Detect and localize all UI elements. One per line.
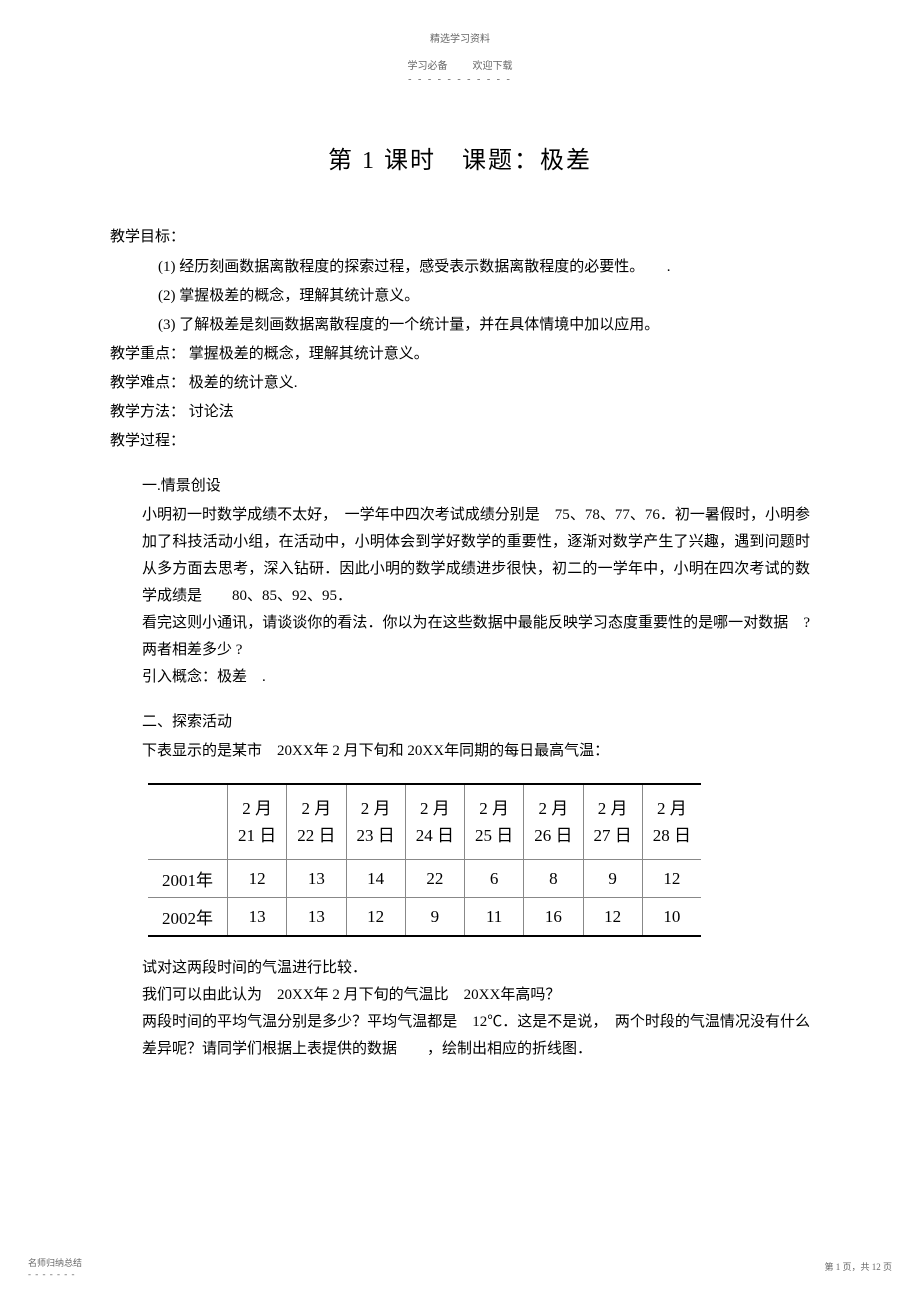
lesson-title: 第 1 课时 课题：极差 — [110, 140, 810, 175]
objective-item: (2) 掌握极差的概念，理解其统计意义。 — [110, 283, 810, 310]
objectives-heading: 教学目标： — [110, 225, 810, 246]
table-cell: 12 — [642, 860, 701, 898]
section2-p1: 试对这两段时间的气温进行比较． — [110, 955, 810, 982]
table-cell: 13 — [287, 860, 346, 898]
table-head-cell: 2 月22 日 — [287, 784, 346, 860]
section2-p3: 两段时间的平均气温分别是多少？平均气温都是 12℃．这是不是说， 两个时段的气温… — [110, 1009, 810, 1063]
key-point-label: 教学重点： — [110, 346, 185, 362]
difficult-point: 教学难点： 极差的统计意义. — [110, 370, 810, 397]
difficult-point-label: 教学难点： — [110, 375, 185, 391]
section1-heading: 一.情景创设 — [110, 473, 810, 500]
method-label: 教学方法： — [110, 404, 185, 420]
section2-p2: 我们可以由此认为 20XX年 2 月下旬的气温比 20XX年高吗？ — [110, 982, 810, 1009]
table-row: 2002年 13 13 12 9 11 16 12 10 — [148, 898, 701, 937]
table-head-cell: 2 月24 日 — [405, 784, 464, 860]
method-text: 讨论法 — [189, 404, 234, 420]
header-dash: - - - - - - - - - - - — [110, 74, 810, 85]
table-header-row: 2 月21 日 2 月22 日 2 月23 日 2 月24 日 2 月25 日 … — [148, 784, 701, 860]
table-cell: 12 — [346, 898, 405, 937]
key-point: 教学重点： 掌握极差的概念，理解其统计意义。 — [110, 341, 810, 368]
table-cell: 16 — [524, 898, 583, 937]
footer-right: 第 1 页，共 12 页 — [824, 1260, 892, 1273]
table-head-cell — [148, 784, 228, 860]
section2-heading: 二、探索活动 — [110, 709, 810, 736]
method: 教学方法： 讨论法 — [110, 399, 810, 426]
temperature-table: 2 月21 日 2 月22 日 2 月23 日 2 月24 日 2 月25 日 … — [148, 783, 810, 937]
objective-item: (3) 了解极差是刻画数据离散程度的一个统计量，并在具体情境中加以应用。 — [110, 312, 810, 339]
table-cell: 12 — [583, 898, 642, 937]
table-cell: 22 — [405, 860, 464, 898]
table-cell: 13 — [228, 898, 287, 937]
table-cell: 2001年 — [148, 860, 228, 898]
table-cell: 8 — [524, 860, 583, 898]
header-sub: 学习必备 欢迎下载 — [110, 57, 810, 72]
table-cell: 11 — [465, 898, 524, 937]
table-cell: 9 — [405, 898, 464, 937]
table-cell: 13 — [287, 898, 346, 937]
key-point-text: 掌握极差的概念，理解其统计意义。 — [189, 346, 429, 362]
objective-item: (1) 经历刻画数据离散程度的探索过程，感受表示数据离散程度的必要性。 . — [110, 254, 810, 281]
table-cell: 9 — [583, 860, 642, 898]
difficult-point-text: 极差的统计意义. — [189, 375, 298, 391]
table-head-cell: 2 月23 日 — [346, 784, 405, 860]
table-head-cell: 2 月27 日 — [583, 784, 642, 860]
header-label: 精选学习资料 — [110, 30, 810, 45]
header-sub-right: 欢迎下载 — [473, 61, 513, 72]
table-cell: 6 — [465, 860, 524, 898]
table-cell: 12 — [228, 860, 287, 898]
section1-p1: 小明初一时数学成绩不太好， 一学年中四次考试成绩分别是 75、78、77、76．… — [110, 502, 810, 610]
process-heading: 教学过程： — [110, 428, 810, 455]
section1-p3: 引入概念：极差 . — [110, 664, 810, 691]
header-sub-left: 学习必备 — [408, 61, 448, 72]
section2-intro: 下表显示的是某市 20XX年 2 月下旬和 20XX年同期的每日最高气温： — [110, 738, 810, 765]
table-cell: 14 — [346, 860, 405, 898]
table-cell: 10 — [642, 898, 701, 937]
table-row: 2001年 12 13 14 22 6 8 9 12 — [148, 860, 701, 898]
table-cell: 2002年 — [148, 898, 228, 937]
table-head-cell: 2 月25 日 — [465, 784, 524, 860]
table-head-cell: 2 月28 日 — [642, 784, 701, 860]
table-head-cell: 2 月21 日 — [228, 784, 287, 860]
table-head-cell: 2 月26 日 — [524, 784, 583, 860]
footer-left: 名师归纳总结 - - - - - - - — [28, 1256, 82, 1279]
section1-p2: 看完这则小通讯，请谈谈你的看法．你以为在这些数据中最能反映学习态度重要性的是哪一… — [110, 610, 810, 664]
